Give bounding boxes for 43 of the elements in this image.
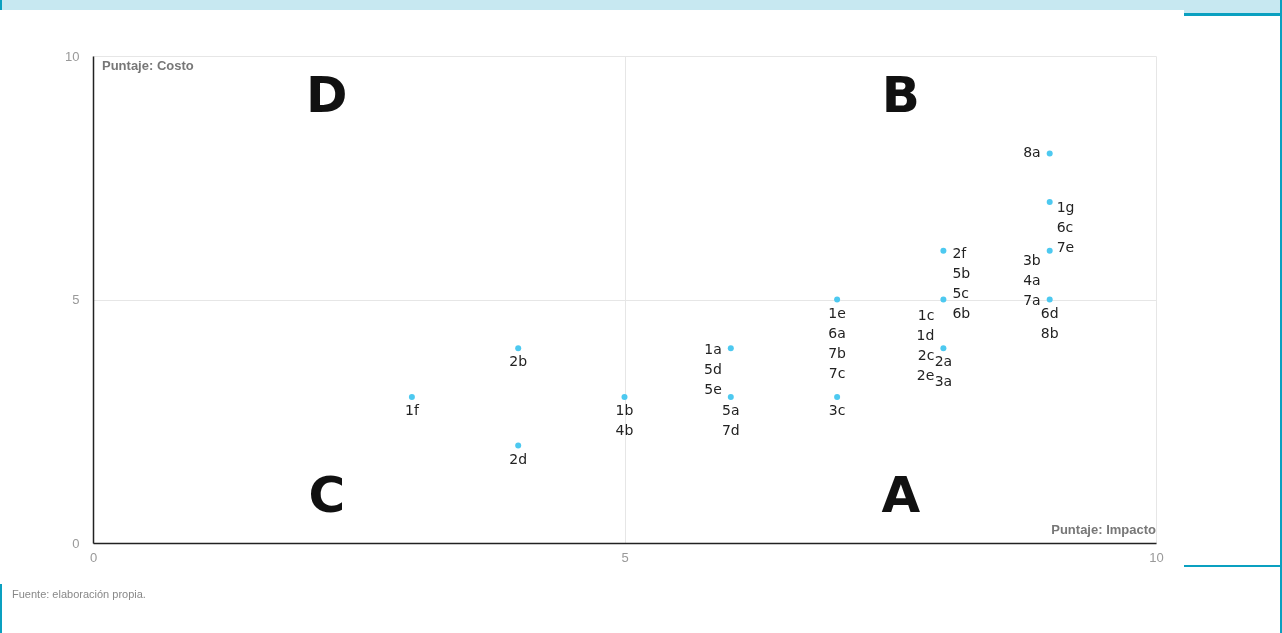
point	[621, 393, 628, 400]
annotation: 2a 3a	[934, 353, 953, 390]
point	[940, 247, 947, 254]
annotation: D	[306, 66, 348, 125]
y-tick-label: 0	[72, 535, 80, 551]
annotation: 1f	[404, 401, 420, 418]
annotation: C	[308, 465, 346, 524]
point	[1046, 247, 1053, 254]
point	[515, 345, 522, 352]
point	[1046, 296, 1053, 303]
annotation: 5a 7d	[721, 401, 740, 438]
annotation: 6d 8b	[1040, 304, 1059, 341]
annotation: 2b	[509, 353, 528, 370]
point	[834, 393, 841, 400]
y-tick-label: 5	[72, 292, 80, 307]
point	[727, 345, 734, 352]
annotation: 1g 6c 7e	[1056, 199, 1075, 256]
point	[940, 296, 947, 303]
point	[408, 393, 415, 400]
x-tick-label: 5	[621, 549, 629, 565]
y-tick-label: 10	[65, 48, 80, 64]
point	[834, 296, 841, 303]
x-tick-label: 0	[89, 549, 98, 565]
annotation: 1e 6a 7b 7c	[828, 304, 847, 381]
annotation: A	[881, 465, 921, 524]
annotation: 1c 1d 2c 2e	[916, 306, 935, 383]
x-tick-label: 10	[1149, 549, 1164, 565]
annotation: 3c	[828, 401, 846, 418]
source-note: Fuente: elaboración propia.	[12, 588, 146, 600]
point	[1046, 150, 1053, 157]
annotation: 3b 4a 7a	[1022, 251, 1041, 308]
annotation: 2f 5b 5c 6b	[952, 244, 971, 321]
y-axis-title: Puntaje: Costo	[102, 58, 194, 73]
point	[940, 345, 947, 352]
annotation: 1b 4b	[615, 401, 634, 438]
point	[727, 393, 734, 400]
annotation: 8a	[1023, 144, 1041, 161]
point	[515, 442, 522, 449]
x-axis-title: Puntaje: Impacto	[1051, 522, 1157, 537]
annotation: B	[881, 66, 920, 125]
annotation: 2d	[509, 450, 528, 467]
annotation: 1a 5d 5e	[704, 341, 722, 398]
point	[1046, 199, 1053, 206]
